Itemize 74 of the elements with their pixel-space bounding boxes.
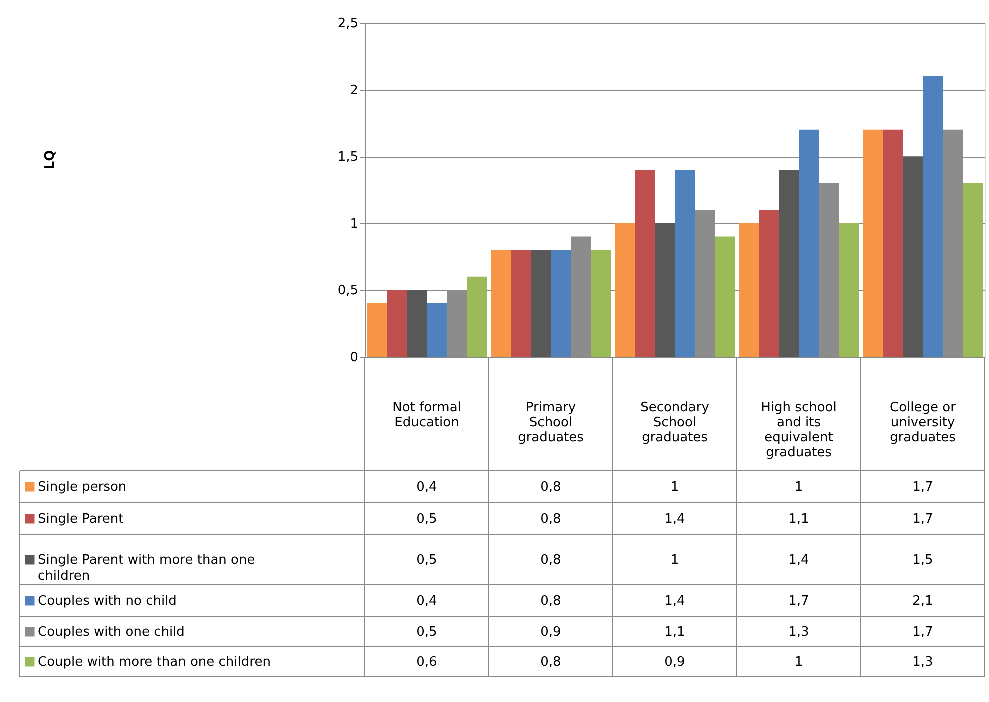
x-tick-label: Primary School graduates — [518, 400, 584, 446]
data-label: 1,4 — [664, 512, 686, 527]
data-label: 0,9 — [540, 625, 562, 640]
bar — [715, 236, 735, 357]
legend-label: Single person — [38, 480, 127, 495]
data-label: 0,4 — [416, 480, 438, 495]
bar — [799, 130, 819, 357]
y-tick-label: 1,5 — [338, 150, 358, 166]
data-label: 1,4 — [664, 594, 686, 609]
bar — [615, 223, 635, 357]
data-label: 1,3 — [912, 655, 934, 670]
data-label: 0,8 — [540, 480, 562, 495]
text: LQ — [43, 150, 58, 170]
data-label: 1,1 — [664, 625, 686, 640]
data-label: 1 — [670, 480, 680, 495]
bar — [551, 250, 571, 357]
bar — [839, 223, 859, 357]
bar — [883, 130, 903, 357]
bar — [963, 183, 983, 357]
data-label: 0,8 — [540, 655, 562, 670]
legend-label: Couple with more than one children — [38, 655, 271, 670]
bar — [367, 304, 387, 357]
y-tick-label: 2 — [350, 83, 358, 98]
bar — [407, 290, 427, 357]
data-label: 1,7 — [912, 480, 934, 495]
data-label: 1,7 — [912, 512, 934, 527]
data-label: 1 — [794, 655, 804, 670]
bar — [923, 76, 943, 357]
data-label: 0,5 — [416, 553, 438, 568]
data-label: 1,1 — [788, 512, 810, 527]
bar — [779, 170, 799, 357]
bar — [863, 130, 883, 357]
bar — [635, 170, 655, 357]
data-label: 0,8 — [540, 594, 562, 609]
data-label: 1,3 — [788, 625, 810, 640]
data-label: 0,9 — [664, 655, 686, 670]
y-tick-label: 0,5 — [338, 284, 358, 299]
data-label: 0,5 — [416, 512, 438, 527]
bar — [467, 276, 487, 357]
x-tick-label: Not formal Education — [392, 400, 462, 430]
data-label: 1,7 — [912, 625, 934, 640]
legend-label: Single Parent with more than one children — [38, 553, 256, 584]
data-label: 1,7 — [788, 594, 810, 609]
bar — [531, 250, 551, 357]
data-label: 0,6 — [416, 655, 438, 670]
bar — [675, 170, 695, 357]
data-label: 0,8 — [540, 553, 562, 568]
legend-label: Couples with one child — [38, 625, 185, 640]
data-label: 1 — [794, 480, 804, 495]
data-label: 1,5 — [912, 553, 934, 568]
bar — [591, 250, 611, 357]
bar — [655, 223, 675, 357]
data-label: 0,5 — [416, 625, 438, 640]
x-tick-label: Secondary School graduates — [640, 400, 710, 446]
legend-label: Single Parent — [38, 512, 124, 527]
bar — [427, 304, 447, 357]
bar — [571, 236, 591, 357]
bar — [903, 156, 923, 357]
legend-label: Couples with no child — [38, 594, 177, 609]
bar — [491, 250, 511, 357]
y-tick-label: 1 — [350, 216, 358, 232]
bar — [387, 290, 407, 357]
data-label: 1,4 — [788, 553, 810, 568]
data-label: 0,4 — [416, 594, 438, 609]
x-tick-label: College or university graduates — [890, 400, 957, 446]
y-tick-label: 2,5 — [338, 16, 358, 32]
bar — [511, 250, 531, 357]
bar — [739, 223, 759, 357]
bar — [759, 210, 779, 357]
x-tick-label: High school and its equivalent graduates — [761, 400, 837, 460]
data-label: 1 — [670, 553, 680, 568]
data-label: 2,1 — [912, 594, 934, 609]
data-label: 0,8 — [540, 512, 562, 527]
y-tick-label: 0 — [350, 350, 358, 366]
